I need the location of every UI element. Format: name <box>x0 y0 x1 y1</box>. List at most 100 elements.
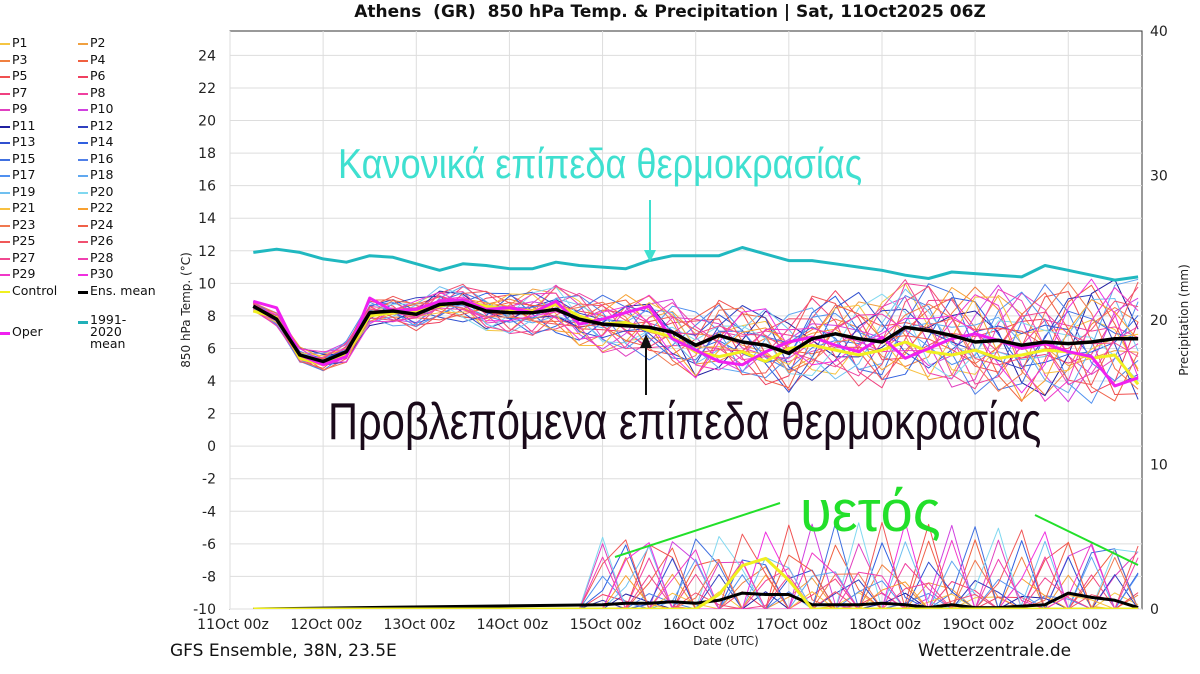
legend-swatch <box>0 109 10 111</box>
y2-axis-label: Precipitation (mm) <box>1177 264 1191 376</box>
y-tick-label: 0 <box>207 439 216 455</box>
precip-ens-mean-line <box>253 591 1139 609</box>
y2-tick-label: 40 <box>1150 24 1168 40</box>
y-tick-label: 14 <box>198 211 216 227</box>
ensemble-member-line <box>253 281 1139 386</box>
legend-swatch <box>0 175 10 177</box>
legend-swatch <box>78 241 88 243</box>
y-tick-label: 18 <box>198 146 216 162</box>
legend-label: P27 <box>12 249 36 265</box>
y-tick-label: 6 <box>207 341 216 357</box>
source-footer: Wetterzentrale.de <box>918 641 1072 661</box>
ensemble-precip-line <box>253 523 1139 609</box>
legend-label: P4 <box>90 51 106 67</box>
legend-swatch <box>0 142 10 144</box>
y-axis-label: 850 hPa Temp. (°C) <box>179 252 193 368</box>
legend-label: P16 <box>90 150 114 166</box>
x-tick-label: 19Oct 00z <box>942 617 1014 633</box>
model-footer: GFS Ensemble, 38N, 23.5E <box>170 641 397 661</box>
legend-swatch <box>0 332 10 335</box>
legend-label: P8 <box>90 84 106 100</box>
ensemble-precip-line <box>253 522 1139 609</box>
legend-swatch <box>78 274 88 276</box>
legend-label: P20 <box>90 183 114 199</box>
legend-swatch <box>78 224 88 227</box>
ensemble-precip-line <box>253 591 1139 609</box>
ensemble-member-line <box>253 291 1139 393</box>
legend-label: P1 <box>12 35 28 50</box>
legend-label: P13 <box>12 134 36 149</box>
y-tick-label: 4 <box>207 374 216 390</box>
ensemble-precip-line <box>253 591 1139 609</box>
ensemble-member-line <box>253 287 1139 402</box>
ensemble-member-line <box>253 278 1139 394</box>
legend-swatch <box>0 224 10 227</box>
arrow-rain-left <box>614 502 781 558</box>
ensemble-member-line <box>253 281 1139 392</box>
y2-tick-label: 0 <box>1150 602 1159 618</box>
chart-title: Athens (GR) 850 hPa Temp. & Precipitatio… <box>354 2 986 22</box>
legend-swatch <box>78 92 88 95</box>
ensemble-member-line <box>253 291 1139 395</box>
ensemble-precip-line <box>253 573 1139 609</box>
legend-swatch <box>0 208 10 210</box>
x-tick-label: 16Oct 00z <box>663 617 735 633</box>
legend-label: Control <box>12 282 58 298</box>
climate-mean-line <box>253 246 1139 282</box>
y-tick-label: 20 <box>198 114 216 130</box>
annotation-normal-levels: Κανονικά επίπεδα θερμοκρασίας <box>338 140 863 187</box>
y-tick-label: -6 <box>202 537 216 553</box>
legend-swatch <box>78 125 88 128</box>
legend-label: P23 <box>12 216 36 232</box>
y-tick-label: 10 <box>198 276 216 292</box>
legend-label: P19 <box>12 183 36 199</box>
ensemble-precip-line <box>253 556 1139 609</box>
ensemble-precip-line <box>253 574 1139 609</box>
legend-swatch <box>0 76 10 78</box>
legend-swatch <box>78 158 88 161</box>
ensemble-precip-line <box>253 539 1139 609</box>
ensemble-member-line <box>253 286 1139 382</box>
legend-label: P24 <box>90 216 114 232</box>
x-tick-label: 12Oct 00z <box>290 617 362 633</box>
legend-label: P6 <box>90 68 106 83</box>
legend-swatch <box>78 76 88 78</box>
legend-label: P11 <box>12 117 36 133</box>
legend-label: P2 <box>90 35 106 50</box>
ensemble-member-line <box>253 288 1139 386</box>
legend-label: P18 <box>90 167 114 182</box>
legend-swatch <box>0 59 10 62</box>
legend-label: P14 <box>90 134 114 149</box>
y-tick-label: 22 <box>198 81 216 97</box>
ensemble-member-line <box>252 279 1139 390</box>
y2-tick-label: 10 <box>1150 458 1168 474</box>
legend-swatch <box>0 92 10 95</box>
legend-label: P25 <box>12 233 36 248</box>
y-tick-label: -10 <box>193 602 216 618</box>
legend-swatch <box>0 257 10 260</box>
x-tick-label: 15Oct 00z <box>570 617 642 633</box>
legend-label: P26 <box>90 233 114 248</box>
x-tick-label: 20Oct 00z <box>1035 617 1107 633</box>
y-tick-label: -4 <box>202 504 216 520</box>
legend-label: P17 <box>12 167 36 182</box>
ensemble-precip-line <box>253 556 1139 609</box>
legend-label: P9 <box>12 101 28 116</box>
ensemble-precip-line <box>253 522 1139 609</box>
y-tick-label: -2 <box>202 472 216 488</box>
legend-swatch <box>0 290 10 293</box>
legend-swatch <box>0 43 10 45</box>
ens-mean-line <box>252 301 1139 364</box>
legend-label: 1991-2020 mean <box>90 312 127 351</box>
legend-swatch <box>0 241 10 243</box>
legend-label: P29 <box>12 266 36 281</box>
y-tick-label: 12 <box>198 244 216 260</box>
legend-label: P30 <box>90 266 114 281</box>
x-tick-label: 18Oct 00z <box>849 617 921 633</box>
x-axis-label: Date (UTC) <box>693 634 759 648</box>
x-tick-label: 17Oct 00z <box>756 617 828 633</box>
legend-label: P21 <box>12 200 36 215</box>
arrow-normal-head <box>644 250 656 262</box>
